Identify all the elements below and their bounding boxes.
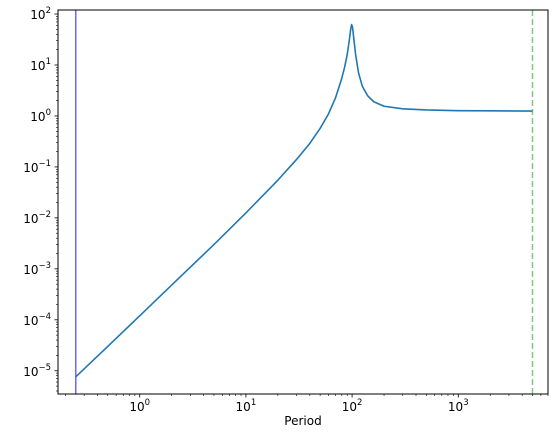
y-tick-label-3: 10−3 <box>23 261 51 277</box>
y-tick-label-2: 10−4 <box>23 312 51 328</box>
axes: 100 101 102 103 10−5 10−4 10−3 10−2 10−1 100 101 10… <box>23 6 549 414</box>
plot-area <box>75 10 534 394</box>
y-tick-label-8: 102 <box>30 6 51 22</box>
y-tick-label-4: 10−2 <box>23 210 51 226</box>
y-tick-label-6: 100 <box>30 108 51 124</box>
y-tick-label-1: 10−5 <box>23 363 51 379</box>
x-axis-label: Period <box>284 414 321 428</box>
series-line-1 <box>75 23 533 378</box>
x-tick-label-3: 102 <box>342 398 363 414</box>
y-tick-label-7: 101 <box>30 57 51 73</box>
x-tick-label-2: 101 <box>236 398 257 414</box>
plot-frame <box>57 9 549 395</box>
x-tick-label-4: 103 <box>448 398 469 414</box>
y-tick-label-5: 10−1 <box>23 159 51 175</box>
x-tick-label-1: 100 <box>129 398 150 414</box>
